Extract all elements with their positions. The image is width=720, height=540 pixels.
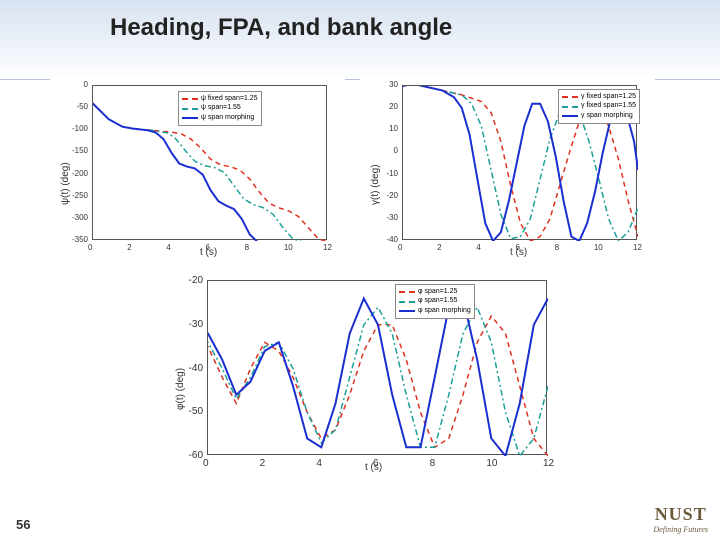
plot-svg — [208, 281, 548, 456]
x-tick-label: 10 — [284, 243, 293, 252]
legend-swatch — [182, 117, 198, 119]
legend-item: γ fixed span=1.55 — [562, 102, 636, 110]
legend-label: ψ fixed span=1.25 — [201, 95, 258, 103]
chart-bank: φ(t) (deg) t (s) φ span=1.25φ span=1.55φ… — [165, 270, 565, 490]
legend-label: φ span morphing — [418, 307, 471, 315]
y-tick-label: -50 — [177, 406, 203, 417]
slide-title: Heading, FPA, and bank angle — [110, 14, 452, 42]
y-tick-label: -20 — [372, 191, 398, 200]
legend-swatch — [562, 115, 578, 117]
x-tick-label: 4 — [316, 458, 322, 469]
plot-area — [207, 280, 547, 455]
y-axis-label: φ(t) (deg) — [175, 368, 186, 410]
legend: ψ fixed span=1.25ψ span=1.55 ψ span morph… — [178, 91, 262, 126]
legend-label: ψ span=1.55 — [201, 104, 241, 112]
slide-number: 56 — [16, 517, 30, 532]
series-fixed155 — [180, 307, 548, 456]
legend-swatch — [399, 301, 415, 303]
legend-item: γ span morphing — [562, 112, 636, 120]
y-tick-label: 0 — [62, 80, 88, 89]
legend-item: ψ span morphing — [182, 114, 258, 122]
legend: γ fixed span=1.25γ fixed span=1.55 γ span… — [558, 89, 640, 124]
y-tick-label: -150 — [62, 146, 88, 155]
y-tick-label: 10 — [372, 124, 398, 133]
x-tick-label: 12 — [323, 243, 332, 252]
x-tick-label: 4 — [166, 243, 170, 252]
y-tick-label: 30 — [372, 80, 398, 89]
legend-swatch — [399, 310, 415, 312]
y-tick-label: 0 — [372, 146, 398, 155]
x-tick-label: 8 — [430, 458, 436, 469]
y-tick-label: -40 — [177, 363, 203, 374]
chart-heading: ψ(t) (deg) t (s) ψ fixed span=1.25ψ span… — [50, 75, 345, 265]
y-tick-label: -10 — [372, 169, 398, 178]
x-tick-label: 10 — [486, 458, 497, 469]
y-tick-label: -350 — [62, 235, 88, 244]
legend-label: γ fixed span=1.25 — [581, 93, 636, 101]
x-tick-label: 0 — [203, 458, 209, 469]
legend-label: γ span morphing — [581, 112, 633, 120]
x-tick-label: 6 — [373, 458, 379, 469]
legend-label: γ fixed span=1.55 — [581, 102, 636, 110]
slide: Heading, FPA, and bank angle ψ(t) (deg) … — [0, 0, 720, 540]
legend-item: ψ fixed span=1.25 — [182, 95, 258, 103]
y-tick-label: -30 — [372, 213, 398, 222]
chart-fpa: γ(t) (deg) t (s) γ fixed span=1.25γ fixe… — [360, 75, 655, 265]
y-tick-label: -250 — [62, 191, 88, 200]
legend-label: ψ span morphing — [201, 114, 254, 122]
legend-label: φ span=1.25 — [418, 288, 457, 296]
x-tick-label: 12 — [543, 458, 554, 469]
legend: φ span=1.25φ span=1.55 φ span morphing — [395, 284, 475, 319]
legend-label: φ span=1.55 — [418, 297, 457, 305]
x-tick-label: 0 — [88, 243, 92, 252]
legend-item: φ span=1.25 — [399, 288, 471, 296]
y-tick-label: 20 — [372, 102, 398, 111]
legend-swatch — [562, 96, 578, 98]
y-tick-label: -40 — [372, 235, 398, 244]
y-tick-label: -20 — [177, 275, 203, 286]
legend-swatch — [399, 291, 415, 293]
nust-logo: NUST Defining Futures — [653, 504, 708, 534]
legend-swatch — [182, 98, 198, 100]
x-tick-label: 10 — [594, 243, 603, 252]
legend-item: φ span=1.55 — [399, 297, 471, 305]
y-tick-label: -100 — [62, 124, 88, 133]
logo-tagline: Defining Futures — [653, 525, 708, 534]
x-tick-label: 8 — [245, 243, 249, 252]
legend-item: ψ span=1.55 — [182, 104, 258, 112]
x-tick-label: 4 — [476, 243, 480, 252]
x-tick-label: 0 — [398, 243, 402, 252]
y-tick-label: -300 — [62, 213, 88, 222]
legend-swatch — [562, 106, 578, 108]
legend-item: φ span morphing — [399, 307, 471, 315]
x-tick-label: 6 — [206, 243, 210, 252]
x-tick-label: 2 — [260, 458, 266, 469]
x-tick-label: 2 — [437, 243, 441, 252]
series-morphing — [180, 299, 548, 457]
y-tick-label: -50 — [62, 102, 88, 111]
x-tick-label: 8 — [555, 243, 559, 252]
legend-item: γ fixed span=1.25 — [562, 93, 636, 101]
y-tick-label: -200 — [62, 169, 88, 178]
series-fixed125 — [180, 316, 548, 456]
y-tick-label: -30 — [177, 319, 203, 330]
legend-swatch — [182, 108, 198, 110]
x-tick-label: 12 — [633, 243, 642, 252]
x-tick-label: 6 — [516, 243, 520, 252]
charts-region: ψ(t) (deg) t (s) ψ fixed span=1.25ψ span… — [50, 75, 690, 505]
logo-word: NUST — [653, 504, 708, 525]
x-tick-label: 2 — [127, 243, 131, 252]
y-tick-label: -60 — [177, 450, 203, 461]
